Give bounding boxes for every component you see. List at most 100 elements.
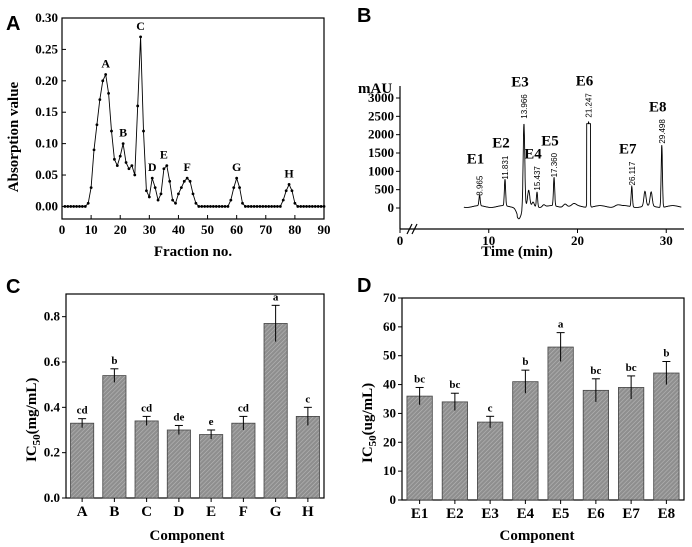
- panel-d-bar: [653, 372, 680, 501]
- panel-b-peak-label: E3: [511, 75, 529, 91]
- panel-a-data-point: [255, 205, 259, 208]
- panel-a-data-point: [118, 154, 122, 158]
- panel-d-ytick-label: 60: [383, 319, 396, 334]
- panel-c-bar: [231, 422, 256, 499]
- panel-d-category-label: E6: [587, 506, 605, 522]
- panel-d-ytick-label: 50: [383, 348, 396, 363]
- panel-a-xtick-label: 80: [288, 222, 301, 237]
- panel-a-xlabel: Fraction no.: [154, 244, 233, 260]
- panel-a-data-point: [188, 179, 192, 183]
- panel-d-significance-label: bc: [626, 362, 637, 374]
- panel-c-category-label: F: [239, 504, 248, 520]
- panel-d-category-label: E2: [446, 506, 464, 522]
- panel-c-ytick-label: 0.4: [44, 399, 61, 414]
- panel-a-data-point: [92, 148, 96, 152]
- panel-d-bar: [512, 381, 539, 501]
- panel-a-data-point: [214, 205, 218, 208]
- panel-c-significance-label: a: [273, 291, 279, 303]
- panel-d-significance-label: a: [558, 319, 564, 331]
- panel-a-data-point: [78, 205, 81, 208]
- panel-d-category-label: E8: [658, 506, 676, 522]
- panel-a-data-point: [191, 192, 195, 196]
- panel-d-ytick-label: 30: [383, 405, 396, 420]
- panel-a-data-point: [267, 205, 271, 208]
- panel-b-retention-time: 17.360: [550, 152, 559, 177]
- panel-b-ytick-label: 500: [375, 182, 395, 197]
- panel-a-data-point: [232, 186, 236, 189]
- panel-d-ytick-label: 20: [383, 434, 396, 449]
- svg-text:IC50(ug/mL): IC50(ug/mL): [360, 383, 379, 463]
- panel-a-ytick-label: 0.10: [35, 136, 58, 151]
- panel-b-retention-time: 8.965: [476, 175, 485, 196]
- panel-d-ylabel: IC50(ug/mL): [360, 383, 379, 463]
- panel-a-xtick-label: 90: [318, 222, 331, 237]
- panel-a-data-point: [63, 205, 67, 208]
- panel-a-data-point: [185, 176, 189, 180]
- panel-d-significance-label: b: [663, 347, 669, 359]
- panel-a-data-point: [217, 205, 221, 208]
- panel-c-label: C: [6, 276, 20, 298]
- panel-b-xlabel: Time (min): [481, 244, 553, 260]
- panel-c-category-label: G: [270, 504, 282, 520]
- panel-c-significance-label: c: [305, 393, 310, 405]
- panel-b: B mAU Time (min) 05001000150020002500300…: [357, 5, 684, 260]
- panel-c-significance-label: b: [111, 355, 117, 367]
- panel-a: A Absorption value Fraction no. 0 10 20 30 4…: [6, 10, 331, 260]
- panel-d-bar: [582, 389, 609, 501]
- panel-a-data-point: [276, 205, 279, 208]
- panel-a-frame: [61, 17, 325, 220]
- panel-a-data-point: [130, 164, 134, 168]
- panel-a-data-point: [127, 167, 131, 171]
- panel-a-peak-label: E: [160, 148, 168, 162]
- panel-c-ytick-label: 0.0: [44, 490, 60, 505]
- panel-c-xlabel: Component: [149, 528, 224, 544]
- panel-a-data-point: [168, 179, 172, 183]
- panel-a-peak-label: B: [119, 126, 127, 140]
- panel-c-significance-label: e: [209, 416, 214, 428]
- panel-a-data-point: [86, 201, 90, 205]
- panel-b-ytick-label: 1000: [368, 163, 394, 178]
- panel-a-data-point: [296, 205, 300, 208]
- panel-a-data-point: [229, 198, 233, 202]
- panel-a-xtick-label: 0: [59, 222, 66, 237]
- panel-a-peak-label: H: [284, 166, 294, 180]
- panel-a-data-point: [197, 205, 201, 208]
- panel-a-data-point: [80, 205, 84, 208]
- panel-b-xtick-label: 0: [397, 233, 404, 248]
- panel-a-data-point: [72, 205, 76, 208]
- panel-a-peak-label: D: [148, 160, 157, 174]
- panel-c-bar: [263, 323, 288, 499]
- panel-a-ytick-label: 0.00: [35, 198, 58, 213]
- panel-a-data-point: [150, 176, 154, 180]
- panel-d-significance-label: b: [522, 356, 528, 368]
- panel-b-xtick-label: 10: [482, 233, 495, 248]
- panel-d-ylabel-sub: 50: [367, 435, 379, 447]
- panel-c-ylabel-rest: (mg/mL): [24, 378, 40, 435]
- panel-a-data-point: [153, 186, 157, 189]
- panel-a-data-point: [299, 205, 303, 208]
- panel-b-axis-break: [406, 223, 413, 235]
- panel-a-ytick-label: 0.25: [35, 41, 58, 56]
- panel-c-category-label: H: [302, 504, 314, 520]
- panel-a-data-point: [124, 161, 128, 164]
- panel-a-data-point: [223, 205, 227, 208]
- panel-a-data-point: [252, 205, 256, 208]
- panel-b-ytick-label: 3000: [368, 90, 394, 105]
- panel-d-ytick-label: 0: [390, 492, 397, 507]
- panel-a-data-point: [107, 91, 110, 95]
- panel-b-chromatogram-trace: [463, 121, 682, 220]
- panel-d-category-label: E5: [552, 506, 570, 522]
- panel-a-ytick-label: 0.05: [35, 167, 58, 182]
- panel-b-ytick-label: 2500: [368, 108, 394, 123]
- panel-a-data-point: [171, 198, 175, 202]
- panel-b-peak-label: E2: [492, 136, 510, 152]
- panel-c: C IC50(mg/mL) Component 0.0 0.2 0.4 0.6 0.8 c…: [6, 276, 325, 544]
- panel-a-data-point: [316, 205, 320, 208]
- panel-b-retention-time: 26.117: [628, 161, 637, 185]
- panel-d-significance-label: bc: [449, 379, 460, 391]
- panel-d-category-label: E3: [481, 506, 499, 522]
- panel-a-data-point: [194, 201, 198, 205]
- panel-d-ytick-label: 10: [383, 463, 396, 478]
- panel-c-significance-label: cd: [238, 402, 249, 414]
